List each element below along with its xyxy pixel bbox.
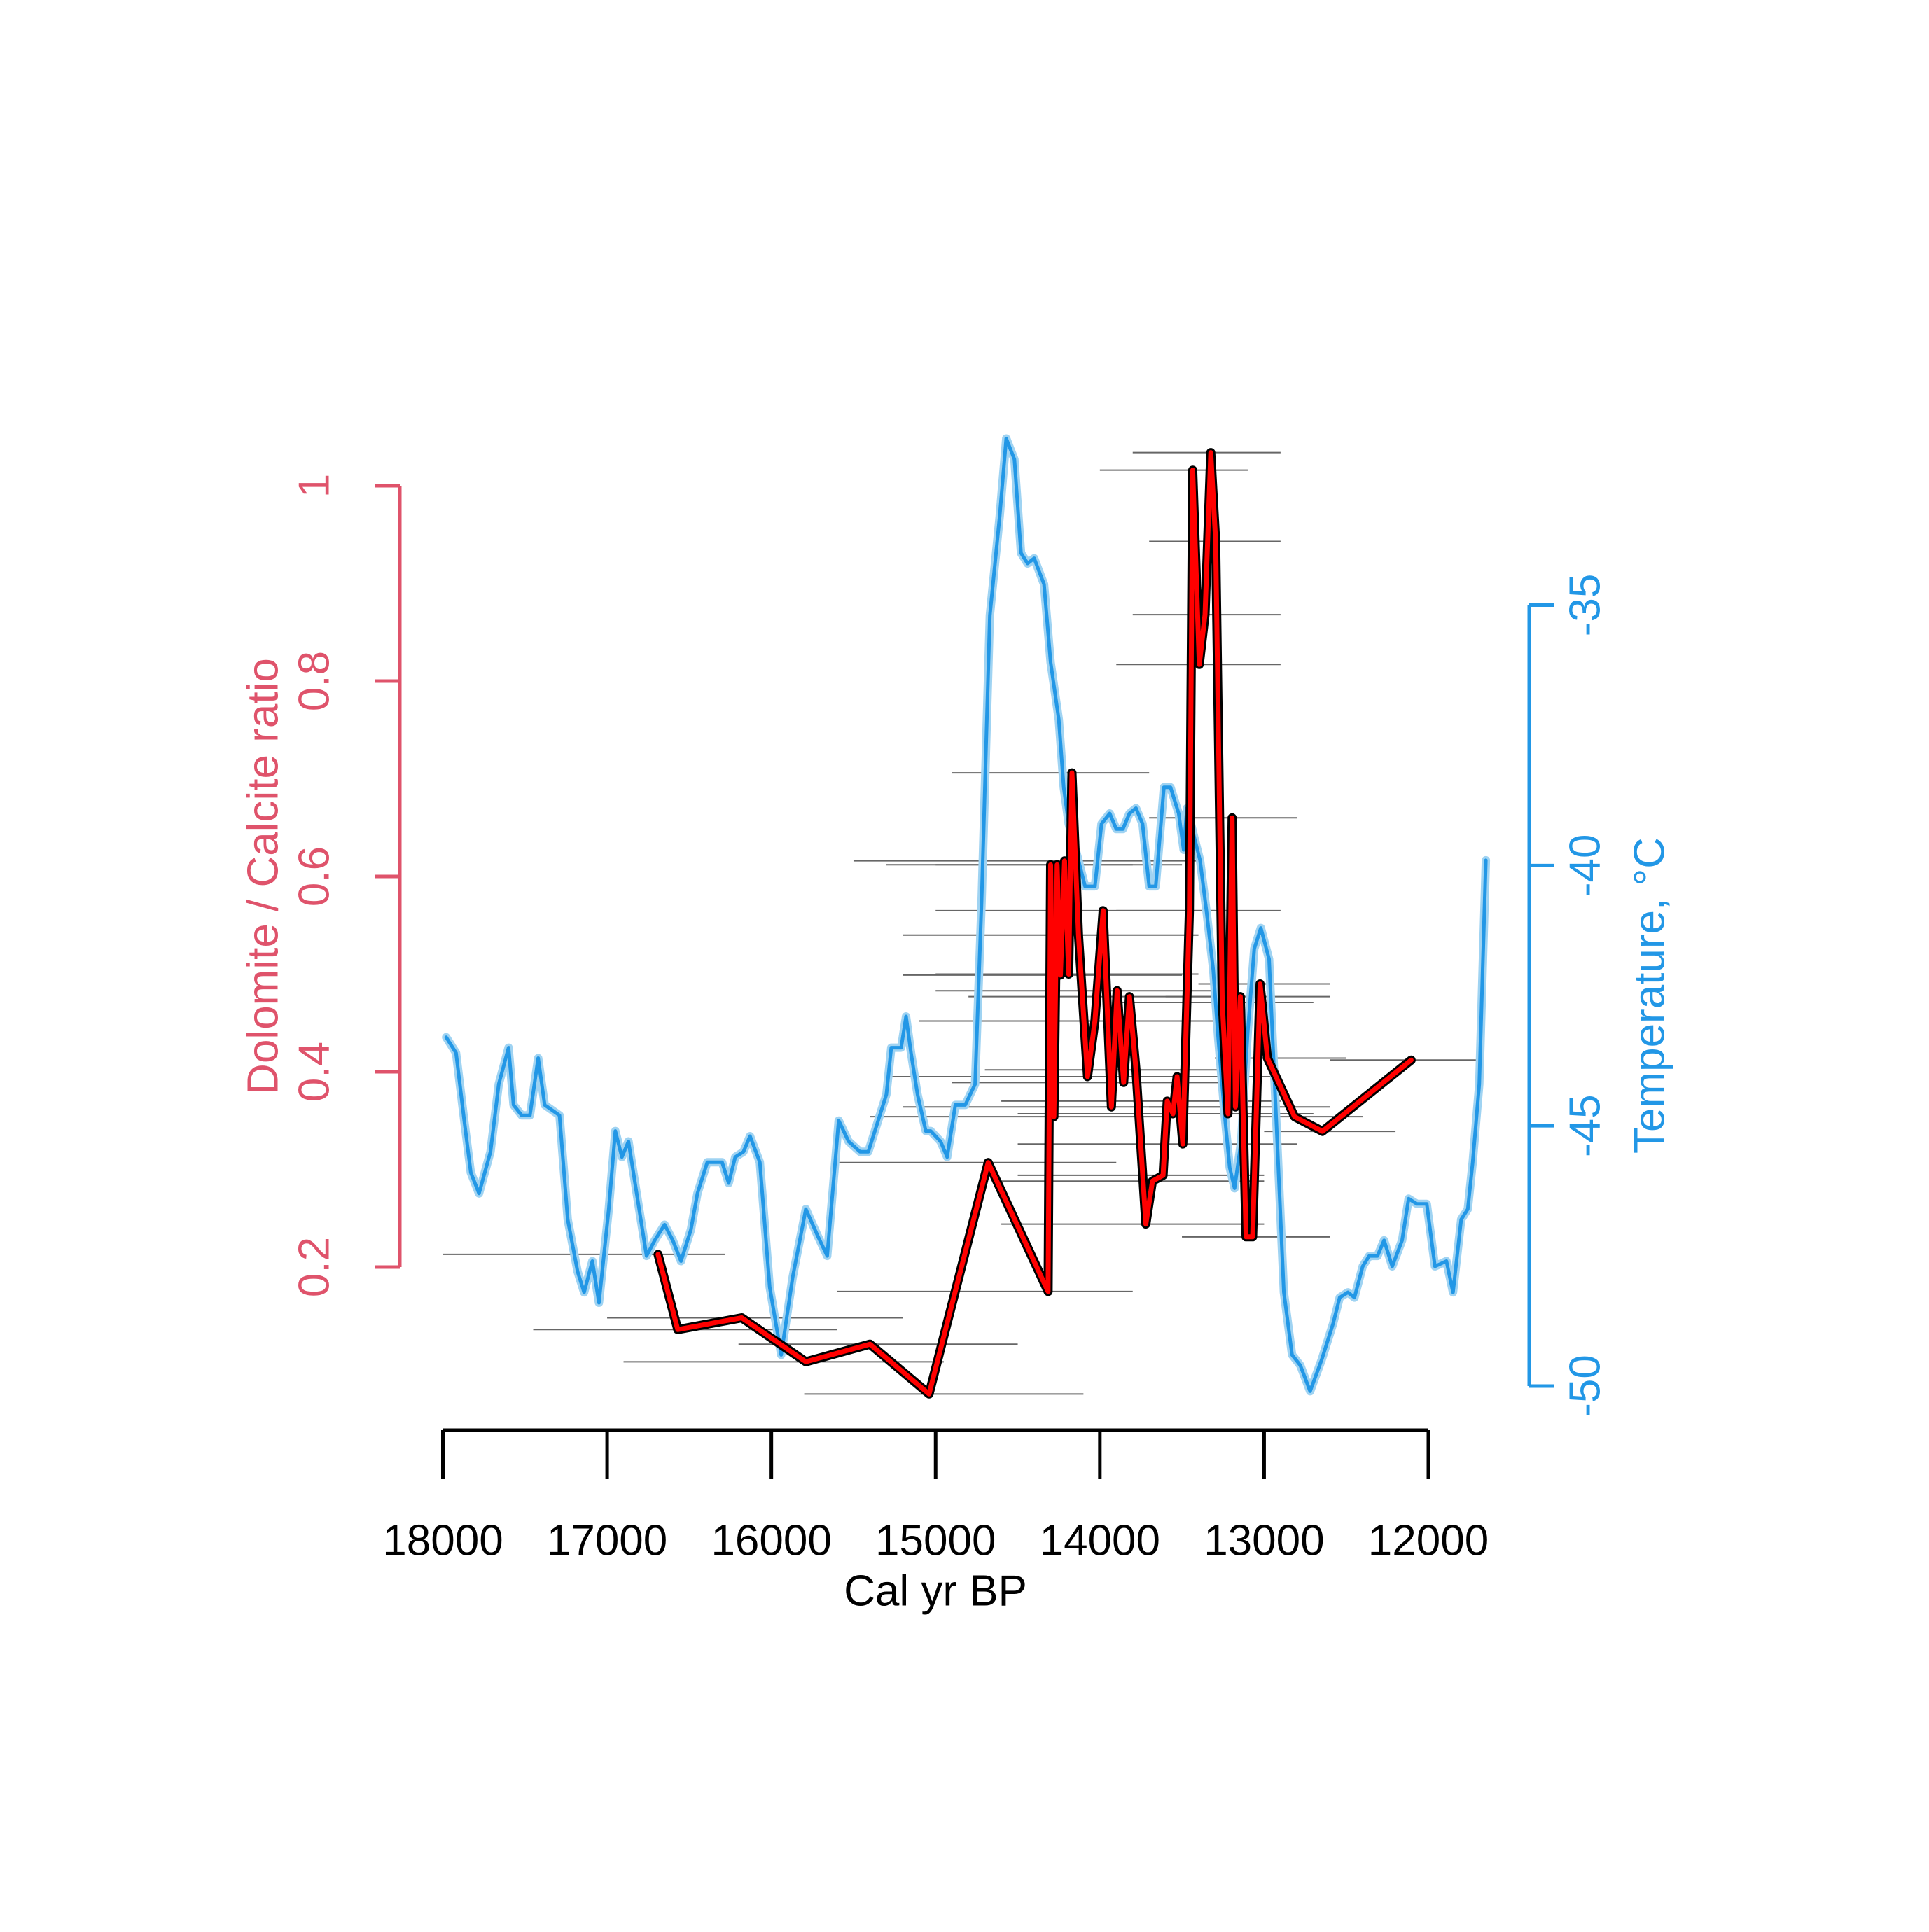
x-tick-label: 14000	[1040, 1516, 1160, 1564]
line	[444, 437, 1488, 1393]
x-tick-label: 13000	[1204, 1516, 1324, 1564]
x-tick-label: 17000	[547, 1516, 667, 1564]
x-tick-label: 16000	[711, 1516, 831, 1564]
x-tick-label: 12000	[1368, 1516, 1489, 1564]
y-tick-label: 0.4	[290, 1042, 338, 1102]
y-tick-label: 0.8	[290, 651, 338, 711]
x-axis-label: Cal yr BP	[844, 1567, 1027, 1615]
y2-tick-label: -45	[1561, 1094, 1609, 1157]
y-tick-label: 1	[290, 474, 338, 498]
y2-tick-label: -50	[1561, 1354, 1609, 1418]
y2-axis-label: Temperature, °C	[1625, 837, 1673, 1154]
y2-tick-label: -40	[1561, 834, 1609, 897]
x-tick-label: 18000	[382, 1516, 503, 1564]
y2-tick-label: -35	[1561, 574, 1609, 637]
y-axis-label: Dolomite / Calcite ratio	[239, 658, 287, 1095]
y-tick-label: 0.2	[290, 1237, 338, 1297]
y-tick-label: 0.6	[290, 846, 338, 906]
x-tick-label: 15000	[875, 1516, 996, 1564]
line	[655, 450, 1414, 1396]
